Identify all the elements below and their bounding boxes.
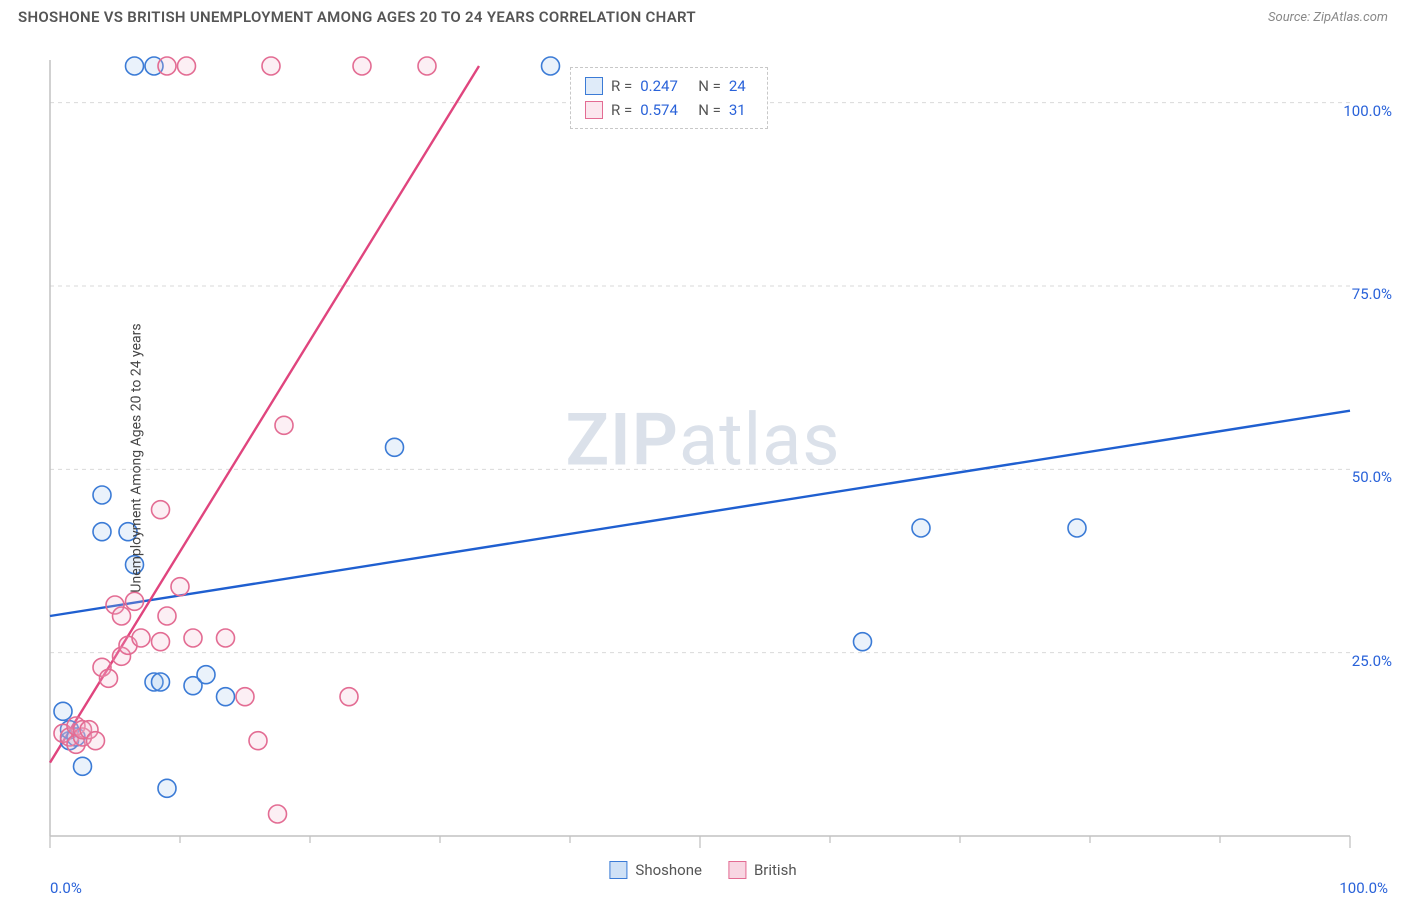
legend-swatch — [609, 861, 627, 879]
y-tick-label: 75.0% — [1352, 285, 1392, 303]
stat-r-value: 0.574 — [640, 98, 690, 122]
series-legend-item: British — [728, 861, 797, 879]
stats-legend-row: R = 0.247 N = 24 — [585, 74, 753, 98]
stat-r-value: 0.247 — [640, 74, 690, 98]
stats-legend-row: R = 0.574 N = 31 — [585, 98, 753, 122]
stat-r-label: R = — [611, 74, 632, 98]
series-legend-item: Shoshone — [609, 861, 702, 879]
stat-n-label: N = — [698, 74, 721, 98]
source-attribution: Source: ZipAtlas.com — [1268, 10, 1388, 25]
legend-swatch — [728, 861, 746, 879]
stat-r-label: R = — [611, 98, 632, 122]
x-tick-label-min: 0.0% — [50, 879, 82, 897]
series-legend-label: British — [754, 861, 797, 879]
scatter-chart — [0, 30, 1406, 860]
y-axis-label: Unemployment Among Ages 20 to 24 years — [129, 323, 145, 592]
stats-legend: R = 0.247 N = 24 R = 0.574 N = 31 — [570, 67, 768, 129]
chart-container: Unemployment Among Ages 20 to 24 years Z… — [0, 30, 1406, 885]
series-legend-label: Shoshone — [635, 861, 702, 879]
stat-n-value: 31 — [729, 98, 753, 122]
chart-title: SHOSHONE VS BRITISH UNEMPLOYMENT AMONG A… — [18, 8, 696, 26]
stat-n-value: 24 — [729, 74, 753, 98]
stat-n-label: N = — [698, 98, 721, 122]
x-tick-label-max: 100.0% — [1339, 879, 1388, 897]
legend-swatch — [585, 101, 603, 119]
series-legend: Shoshone British — [609, 861, 796, 879]
y-tick-label: 25.0% — [1352, 652, 1392, 670]
y-tick-label: 100.0% — [1343, 102, 1392, 120]
y-tick-label: 50.0% — [1352, 468, 1392, 486]
legend-swatch — [585, 77, 603, 95]
